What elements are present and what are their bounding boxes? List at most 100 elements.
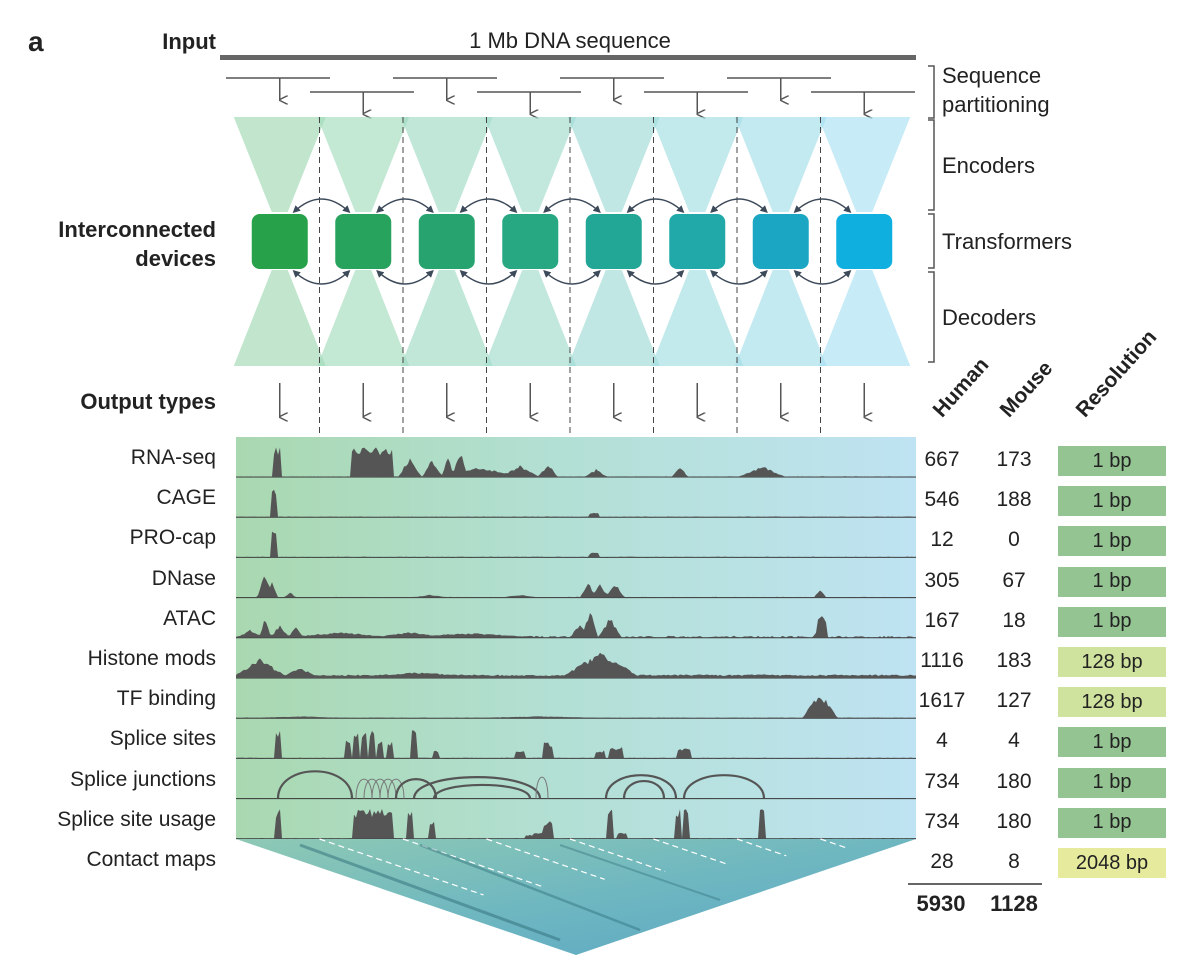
track-label: CAGE: [156, 486, 216, 510]
device-block: [502, 214, 559, 269]
track-label: Contact maps: [86, 848, 216, 871]
human-total: 5930: [916, 891, 966, 916]
device-link-arc: [626, 269, 685, 285]
contact-map-boundary: [569, 838, 666, 873]
contact-map-stripe: [559, 844, 721, 901]
resolution-badge: 1 bp: [1058, 807, 1166, 838]
device-link-arc: [543, 198, 601, 214]
contact-map-boundary: [736, 838, 787, 857]
device-block: [335, 214, 392, 269]
resolution-badge: 1 bp: [1058, 767, 1166, 798]
encoder-shape: [734, 117, 827, 212]
decoder-shape: [818, 270, 911, 366]
decoder-shape: [567, 270, 660, 366]
splice-junction-arc: [604, 774, 678, 799]
mouse-count: 67: [1002, 568, 1026, 592]
stage-bracket: [928, 119, 935, 211]
device-blocks: [251, 198, 893, 285]
mouse-total: 1128: [990, 891, 1038, 916]
device-link-arc: [710, 269, 768, 285]
encoder-shape: [400, 117, 493, 212]
mouse-count: 8: [1008, 850, 1020, 873]
decoder-shape: [651, 270, 744, 366]
device-link-arc: [292, 198, 351, 214]
resolution-badge: 1 bp: [1058, 486, 1166, 517]
track-label: Histone mods: [87, 647, 216, 670]
sequence-partitions: [226, 77, 915, 114]
devices-label-line1: Interconnected: [58, 217, 216, 242]
splice-junction-arc: [387, 778, 405, 799]
track-label: DNase: [151, 566, 216, 590]
decoders-label: Decoders: [942, 305, 1037, 330]
human-count: 734: [924, 809, 960, 833]
mouse-count: 127: [996, 689, 1032, 713]
contact-map-boundary: [653, 838, 726, 865]
resolution-badge: 128 bp: [1058, 687, 1166, 718]
track-label: RNA-seq: [130, 446, 216, 469]
resolution-badge: 2048 bp: [1058, 848, 1166, 878]
mouse-count: 183: [996, 649, 1032, 672]
track-label: Splice site usage: [57, 807, 216, 831]
track-label: PRO-cap: [129, 526, 216, 550]
encoder-decoder-shapes: [233, 117, 911, 366]
track-label: Splice junctions: [70, 767, 216, 791]
track-label: ATAC: [163, 606, 216, 630]
device-link-arc: [459, 269, 518, 285]
human-count: 28: [930, 850, 954, 873]
transformers-label: Transformers: [942, 229, 1072, 254]
signal-profile: [236, 612, 916, 638]
mouse-count: 188: [996, 488, 1032, 512]
splice-junction-arc: [432, 783, 532, 800]
resolution-badge: 1 bp: [1058, 446, 1166, 476]
stage-bracket: [928, 65, 935, 119]
signal-tracks: [236, 447, 916, 840]
output-types-label: Output types: [80, 389, 216, 414]
encoder-shape: [317, 117, 410, 212]
contact-map-stripe: [299, 843, 561, 942]
decoder-shape: [317, 270, 410, 366]
contact-map-boundary: [820, 838, 847, 849]
signal-profile: [236, 730, 916, 759]
decoder-shape: [233, 270, 326, 366]
decoder-shape: [400, 270, 493, 366]
mouse-count: 4: [1008, 729, 1020, 753]
encoder-shape: [233, 117, 326, 212]
signal-profile: [236, 447, 916, 477]
mouse-count: 173: [996, 448, 1032, 471]
splice-junction-arc: [379, 778, 397, 799]
resolution-badge: 1 bp: [1058, 606, 1166, 637]
splice-junction-arc: [394, 778, 438, 799]
contact-map-triangle: [236, 839, 916, 955]
human-count: 546: [924, 488, 960, 512]
resolution-badge: 128 bp: [1058, 647, 1166, 677]
device-link-arc: [626, 198, 685, 214]
encoder-shape: [567, 117, 660, 212]
device-link-arc: [376, 269, 434, 285]
dna-sequence-bar: [220, 55, 916, 60]
contact-map-boundary: [486, 838, 605, 880]
signal-profile: [236, 652, 916, 678]
stage-bracket: [928, 271, 935, 363]
signal-profile: [236, 808, 916, 839]
device-link-arc: [793, 198, 852, 214]
contact-map-boundary: [402, 838, 545, 888]
partitioning-label-line1: Sequence: [942, 63, 1042, 88]
panel-letter: a: [28, 26, 44, 57]
device-link-arc: [459, 198, 518, 214]
mouse-count: 18: [1002, 608, 1026, 632]
decoder-shape: [734, 270, 827, 366]
splice-junction-arc: [622, 779, 666, 799]
stage-brackets: [928, 65, 935, 363]
splice-junction-arc: [363, 778, 381, 799]
splice-junction-arc: [412, 776, 542, 799]
device-block: [251, 214, 308, 269]
device-link-arc: [376, 198, 434, 214]
human-count: 734: [924, 769, 960, 793]
devices-label-line2: devices: [135, 246, 216, 271]
encoder-shape: [818, 117, 911, 212]
mouse-count: 0: [1008, 528, 1020, 552]
device-block: [836, 214, 893, 269]
splice-junction-arc: [535, 776, 549, 799]
decoder-shape: [484, 270, 577, 366]
